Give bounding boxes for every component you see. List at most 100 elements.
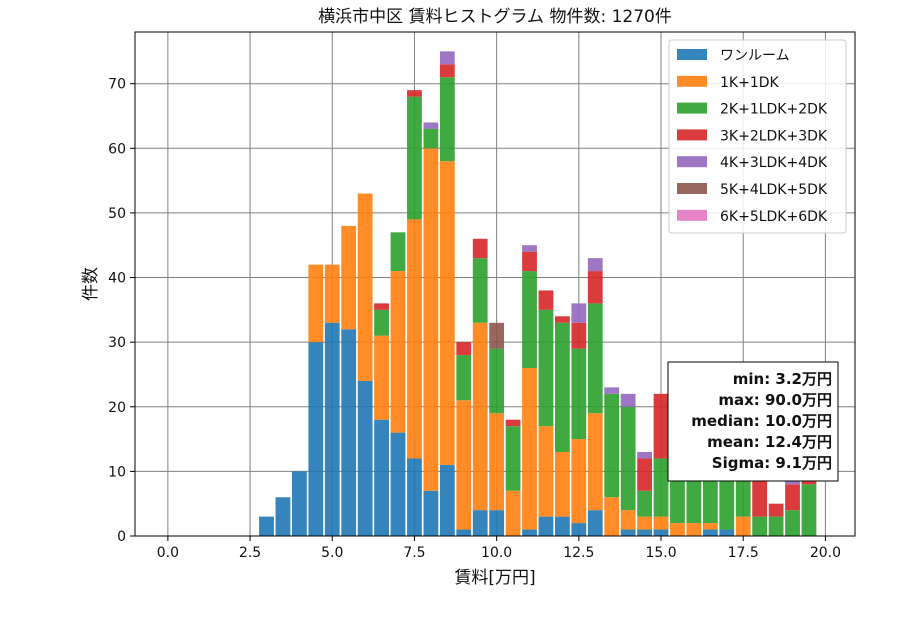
bar-segment-0	[587, 510, 603, 536]
bar-segment-1	[341, 225, 357, 330]
bar-segment-1	[308, 264, 324, 343]
bar-segment-0	[637, 529, 652, 536]
x-tick-label: 15.0	[645, 545, 676, 561]
bar-segment-2	[472, 258, 488, 323]
legend-entry-label: ワンルーム	[720, 48, 790, 64]
bar-segment-3	[407, 90, 422, 97]
bar-segment-3	[472, 238, 488, 259]
bar-segment-1	[505, 490, 521, 536]
x-tick-label: 10.0	[481, 545, 512, 561]
bar-segment-2	[571, 348, 587, 440]
bar-segment-4	[620, 393, 636, 407]
bar-segment-2	[505, 426, 521, 491]
bar-segment-4	[522, 245, 537, 252]
bar-segment-3	[587, 271, 603, 304]
bar-segment-1	[439, 161, 455, 465]
bar-segment-1	[390, 271, 406, 433]
bar-segment-1	[604, 497, 620, 536]
stats-line: mean: 12.4万円	[707, 433, 832, 451]
bar-segment-1	[571, 439, 587, 524]
stats-line: min: 3.2万円	[733, 370, 832, 388]
y-tick-label: 40	[108, 271, 126, 287]
bar-segment-3	[571, 322, 587, 349]
bar-segment-2	[620, 406, 636, 511]
bar-segment-4	[587, 258, 603, 272]
bar-segment-1	[374, 335, 389, 420]
bar-segment-1	[735, 516, 751, 536]
bar-segment-0	[407, 458, 422, 536]
bar-segment-1	[407, 219, 422, 459]
x-tick-label: 2.5	[239, 545, 261, 561]
bar-segment-0	[489, 510, 505, 536]
bar-segment-2	[752, 516, 768, 536]
legend-swatch	[677, 75, 707, 87]
legend-frame	[668, 39, 847, 234]
y-tick-label: 60	[108, 141, 126, 157]
x-tick-label: 12.5	[563, 545, 594, 561]
bar-segment-2	[423, 128, 439, 149]
bar-segment-0	[374, 419, 389, 536]
bar-segment-3	[768, 503, 784, 517]
bar-segment-2	[522, 271, 537, 368]
bar-segment-0	[538, 516, 554, 536]
bar-segment-1	[637, 516, 652, 530]
plot-frame	[134, 31, 856, 537]
legend: ワンルーム 1K+1DK 2K+1LDK+2DK 3K+2LDK+3DK 4K+3LDK…	[668, 39, 847, 234]
bar-segment-2	[785, 510, 800, 536]
bar-segment-3	[538, 290, 554, 310]
bar-segment-1	[522, 368, 537, 530]
bar-segment-0	[456, 529, 472, 536]
y-axis-ticks: 0 10 20 30 40 50 60 70	[108, 77, 135, 545]
bar-segment-3	[637, 458, 652, 491]
bar-segment-1	[686, 523, 702, 536]
stats-box: min: 3.2万円 max: 90.0万円 median: 10.0万円 mean:…	[667, 361, 839, 482]
bar-segment-2	[538, 309, 554, 427]
bar-segment-3	[785, 484, 800, 511]
bar-segment-2	[374, 309, 389, 336]
bar-segment-1	[620, 510, 636, 530]
x-tick-label: 0.0	[157, 545, 179, 561]
bar-segment-0	[259, 516, 274, 536]
y-tick-label: 20	[108, 400, 126, 416]
bar-segment-2	[653, 458, 669, 517]
bar-segment-3	[456, 342, 472, 356]
bar-segment-3	[439, 64, 455, 78]
bar-segment-1	[357, 193, 373, 381]
bar-segment-0	[308, 342, 324, 536]
y-axis-label: 件数	[81, 267, 101, 301]
bar-segment-0	[357, 380, 373, 536]
x-tick-label: 5.0	[321, 545, 343, 561]
bar-segment-2	[407, 96, 422, 220]
bar-segment-0	[719, 529, 735, 536]
bar-segment-1	[587, 413, 603, 511]
bar-segment-0	[291, 471, 307, 536]
bar-segment-2	[489, 348, 505, 414]
bar-segment-0	[620, 529, 636, 536]
y-tick-label: 50	[108, 206, 126, 222]
legend-swatch	[677, 49, 707, 60]
bar-segment-0	[390, 432, 406, 536]
bar-segment-0	[571, 523, 587, 536]
bar-segment-0	[702, 529, 718, 536]
bar-segment-1	[670, 523, 685, 536]
legend-entry-label: 4K+3LDK+4DK	[720, 155, 828, 171]
legend-entry-label: 6K+5LDK+6DK	[720, 209, 828, 225]
bar-segment-1	[653, 516, 669, 530]
stats-line: Sigma: 9.1万円	[712, 454, 832, 472]
bar-segment-3	[522, 251, 537, 272]
bar-segment-4	[423, 122, 439, 129]
y-tick-label: 0	[117, 529, 126, 545]
chart-title: 横浜市中区 賃料ヒストグラム 物件数: 1270件	[318, 7, 672, 27]
legend-entry-label: 2K+1LDK+2DK	[720, 102, 828, 118]
x-tick-label: 20.0	[810, 545, 841, 561]
bar-segment-4	[637, 452, 652, 459]
bar-segment-1	[423, 148, 439, 491]
legend-swatch	[677, 129, 707, 141]
legend-entry-label: 1K+1DK	[720, 75, 780, 91]
bar-segment-1	[702, 523, 718, 530]
legend-swatch	[677, 183, 707, 194]
bar-segment-2	[587, 303, 603, 414]
bar-segment-2	[555, 322, 570, 452]
bar-segment-0	[555, 516, 570, 536]
